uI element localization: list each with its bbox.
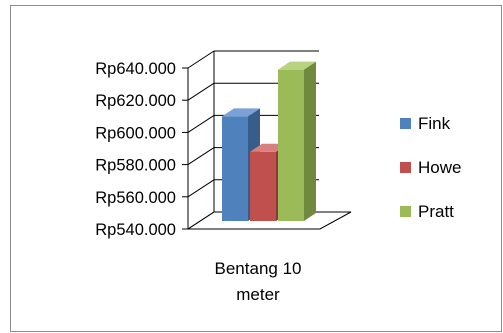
legend-item-pratt: Pratt: [400, 202, 454, 221]
x-axis-categories: Bentang 10 meter: [215, 259, 302, 304]
floor: [186, 211, 352, 230]
category-label: meter: [236, 285, 280, 304]
legend-swatch: [400, 206, 411, 217]
gridline-side: [187, 147, 215, 166]
bar-front: [250, 151, 276, 221]
y-tick-label: Rp540.000: [95, 221, 176, 239]
y-tick-label: Rp640.000: [95, 60, 176, 78]
bar-front: [278, 69, 304, 221]
legend-label: Howe: [418, 158, 461, 177]
y-tick-label: Rp600.000: [95, 124, 176, 142]
legend-label: Pratt: [418, 202, 454, 221]
category-label: Bentang 10: [215, 259, 302, 278]
y-axis-ticks: Rp540.000 Rp560.000 Rp580.000 Rp600.000 Rp62…: [95, 60, 176, 239]
legend-label: Fink: [418, 114, 451, 133]
y-tick-label: Rp620.000: [95, 92, 176, 110]
gridline-side: [187, 50, 215, 69]
y-tick-label: Rp560.000: [95, 189, 176, 207]
bar-pratt: [278, 61, 316, 221]
bar-side: [304, 61, 316, 221]
gridline-side: [187, 179, 215, 198]
legend-swatch: [400, 118, 411, 129]
gridline-side: [187, 114, 215, 133]
legend: Fink Howe Pratt: [400, 114, 461, 221]
legend-item-fink: Fink: [400, 114, 451, 133]
bar-front: [222, 116, 248, 221]
bar-top: [222, 108, 260, 117]
y-tick-label: Rp580.000: [95, 157, 176, 175]
bars: [222, 61, 316, 221]
bar-top: [278, 61, 316, 70]
legend-swatch: [400, 162, 411, 173]
legend-item-howe: Howe: [400, 158, 461, 177]
gridline-side: [187, 82, 215, 101]
